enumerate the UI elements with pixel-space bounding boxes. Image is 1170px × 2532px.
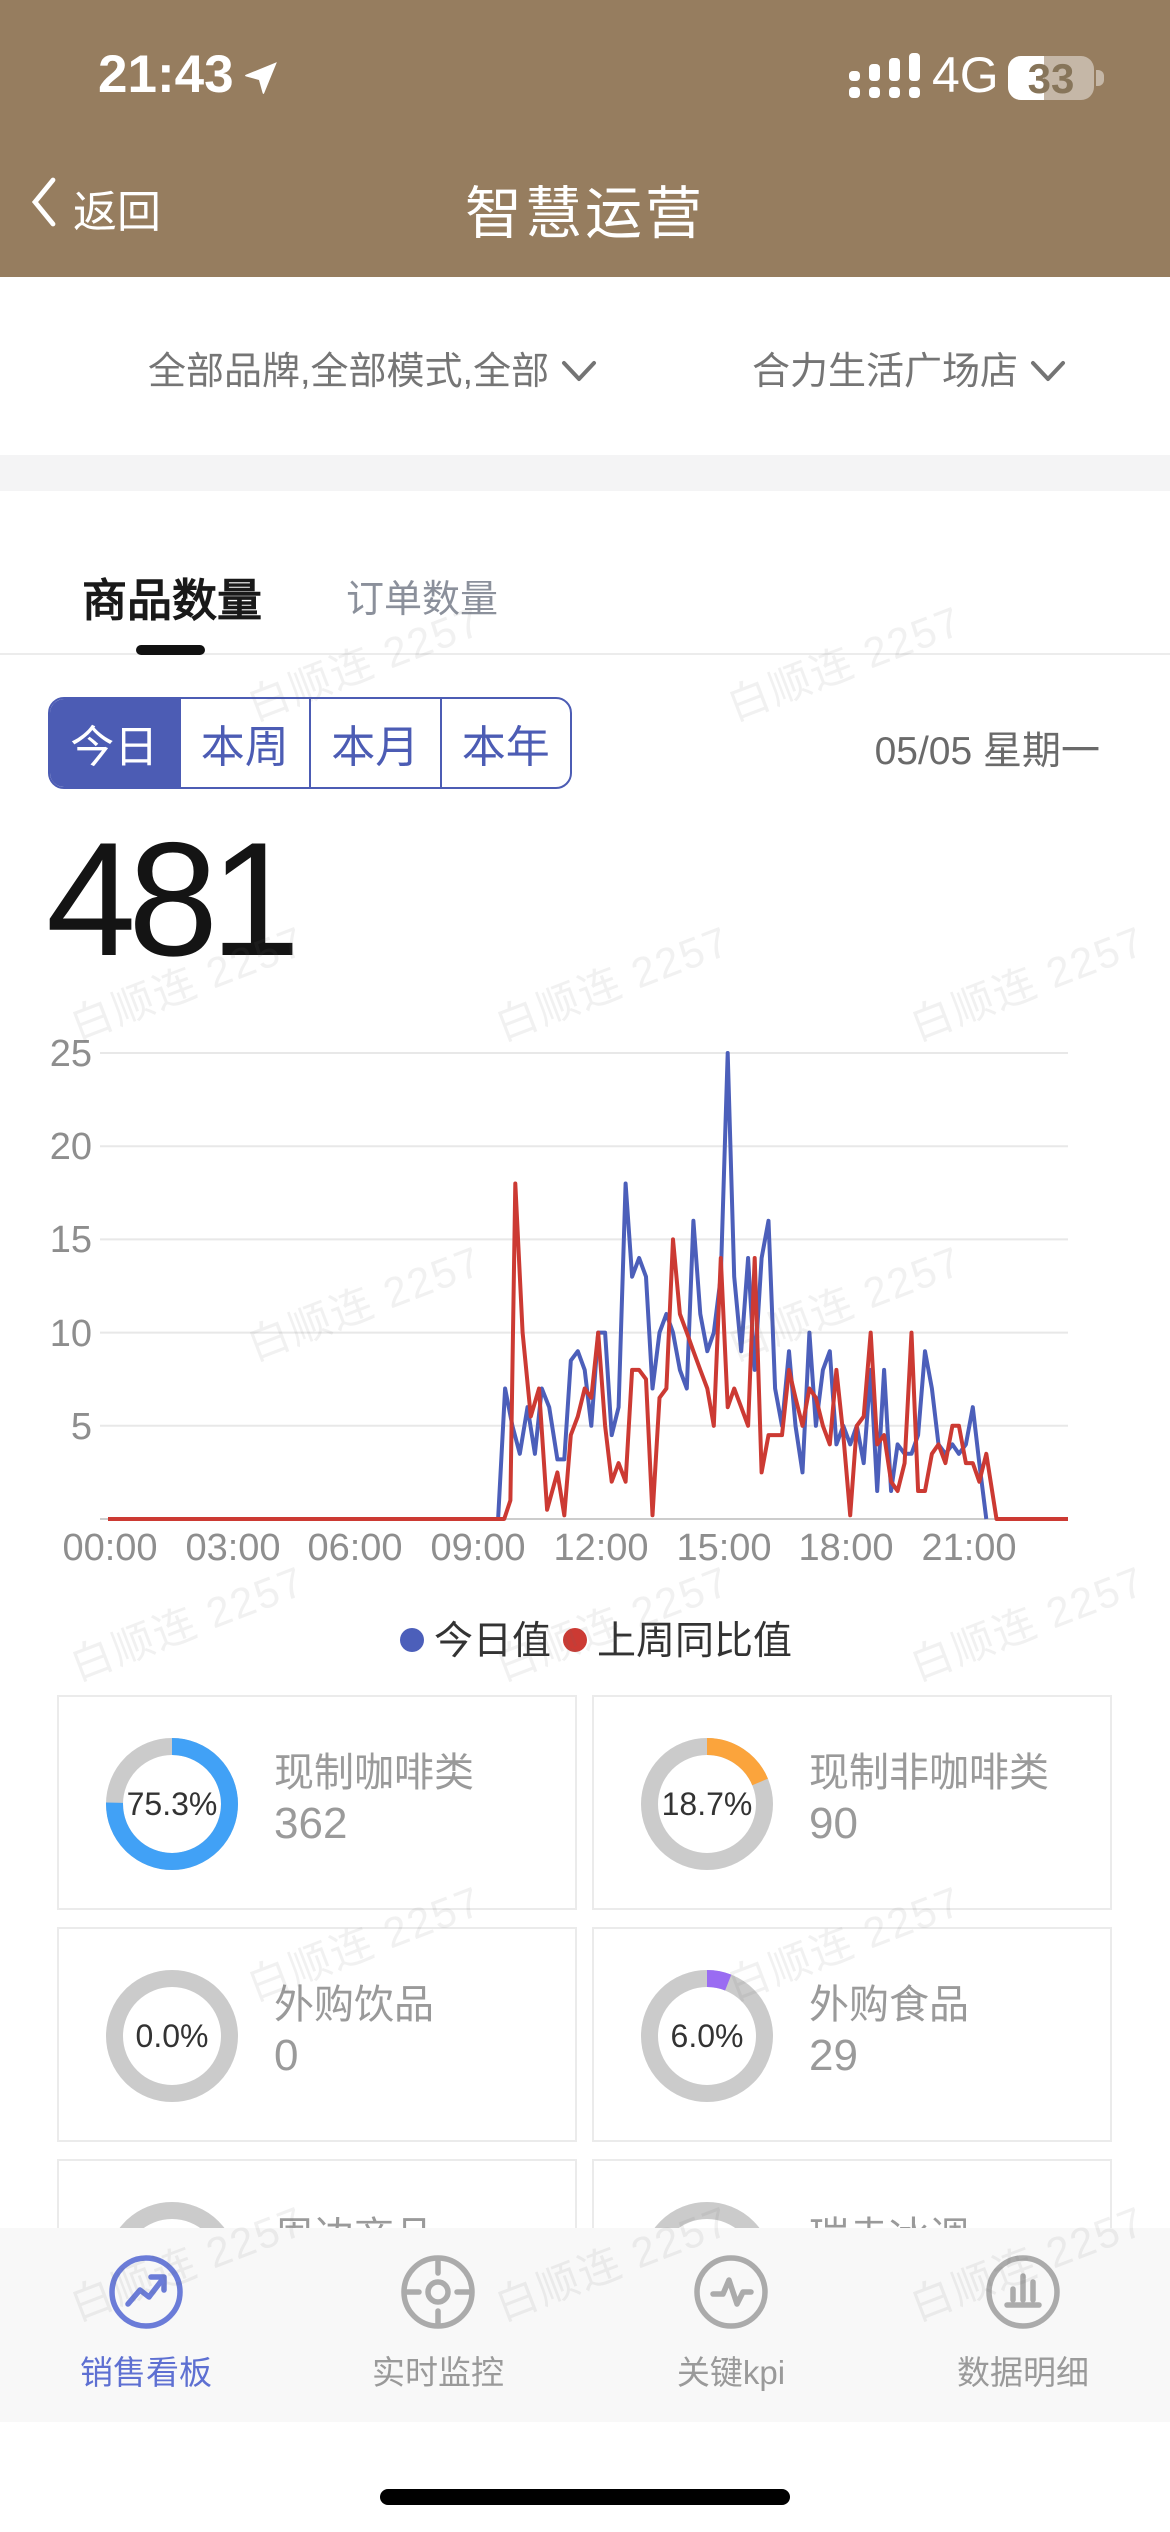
svg-text:21:00: 21:00 (921, 1527, 1016, 1569)
svg-text:20: 20 (50, 1126, 92, 1168)
svg-text:09:00: 09:00 (430, 1527, 525, 1569)
svg-text:00:00: 00:00 (62, 1527, 157, 1569)
svg-text:18:00: 18:00 (798, 1527, 893, 1569)
svg-text:今日值: 今日值 (434, 1620, 551, 1660)
svg-text:15: 15 (50, 1219, 92, 1261)
svg-text:5: 5 (71, 1406, 92, 1448)
svg-text:06:00: 06:00 (307, 1527, 402, 1569)
svg-text:03:00: 03:00 (185, 1527, 280, 1569)
svg-text:10: 10 (50, 1313, 92, 1355)
svg-text:上周同比值: 上周同比值 (597, 1620, 792, 1660)
svg-text:25: 25 (50, 1033, 92, 1075)
svg-text:12:00: 12:00 (553, 1527, 648, 1569)
svg-text:15:00: 15:00 (676, 1527, 771, 1569)
